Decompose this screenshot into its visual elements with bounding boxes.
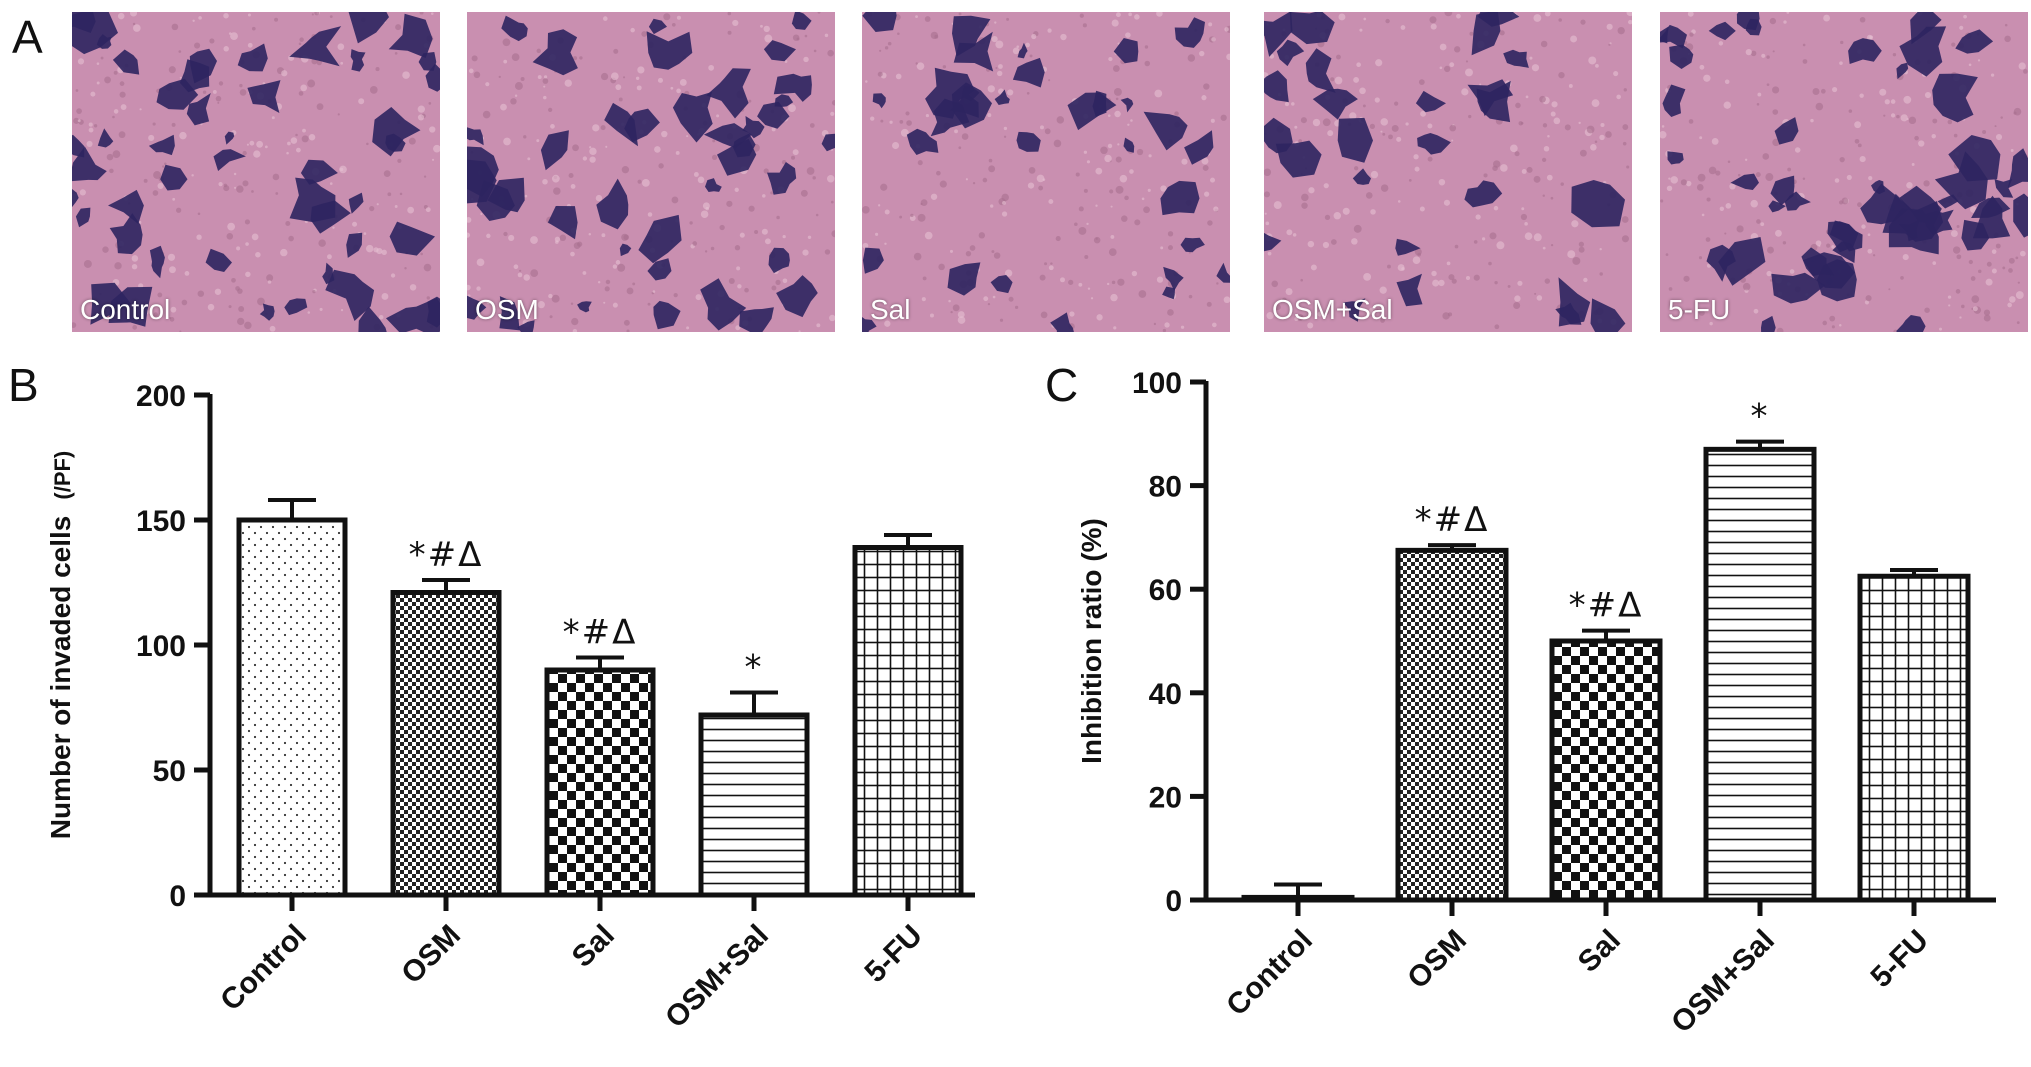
y-tick-label: 100 (1132, 367, 1182, 400)
micrograph-label: OSM (475, 294, 539, 325)
y-tick-label: 60 (1149, 574, 1182, 607)
y-axis-label-text: Inhibition ratio (%) (1076, 518, 1107, 764)
micrograph-control: Control (72, 12, 440, 332)
x-category-label: OSM (1401, 924, 1473, 996)
y-tick-label: 40 (1149, 678, 1182, 711)
bar (852, 545, 964, 898)
bar (1395, 547, 1509, 903)
x-category-label: Control (1220, 924, 1319, 1023)
x-category-label: OSM (395, 919, 467, 991)
y-tick-label: 0 (169, 880, 186, 913)
micrograph-label: 5-FU (1668, 294, 1731, 325)
micrograph-image (1264, 12, 1632, 332)
x-category-label: OSM+Sal (1665, 924, 1781, 1040)
bar (390, 590, 502, 898)
micrograph-label: OSM+Sal (1272, 294, 1393, 325)
bar (1241, 894, 1355, 903)
significance-label: *#Δ (1569, 586, 1644, 626)
panel-b-letter: B (8, 359, 39, 411)
y-tick-label: 50 (153, 755, 186, 788)
micrograph-label: Control (80, 294, 171, 325)
micrograph-sal: Sal (862, 12, 1230, 332)
y-axis-label: Inhibition ratio (%) (1076, 518, 1107, 764)
x-category-label: OSM+Sal (659, 919, 775, 1035)
micrograph-label: Sal (870, 294, 911, 325)
x-category-label: 5-FU (1864, 924, 1934, 994)
y-axis-unit: (/PF) (50, 451, 75, 500)
y-axis-label: Number of invaded cells (/PF) (45, 451, 76, 840)
x-category-label: 5-FU (858, 919, 928, 989)
bar (1549, 638, 1663, 903)
y-tick-label: 20 (1149, 781, 1182, 814)
panel-c-letter: C (1045, 359, 1079, 411)
significance-label: *#Δ (409, 535, 484, 575)
x-category-label: Control (214, 919, 313, 1018)
micrograph-image (72, 12, 440, 332)
significance-label: * (1751, 397, 1770, 437)
micrograph-osm-sal: OSM+Sal (1264, 12, 1632, 332)
bar (1703, 446, 1817, 903)
y-tick-label: 150 (136, 505, 186, 538)
y-tick-label: 200 (136, 380, 186, 413)
micrograph-5fu: 5-FU (1660, 12, 2028, 332)
x-category-label: Sal (1572, 924, 1627, 979)
bar (544, 667, 656, 898)
y-tick-label: 100 (136, 630, 186, 663)
y-tick-label: 80 (1149, 471, 1182, 504)
y-tick-label: 0 (1165, 885, 1182, 918)
micrograph-image (1660, 12, 2028, 332)
bar (236, 517, 348, 898)
bar (1857, 573, 1971, 903)
micrograph-osm: OSM (467, 12, 835, 332)
x-category-label: Sal (566, 919, 621, 974)
significance-label: *#Δ (1415, 500, 1490, 540)
bar (698, 712, 810, 898)
y-axis-label-text: Number of invaded cells (45, 516, 76, 840)
micrograph-image (467, 12, 835, 332)
invaded-cells-bar-chart: 0 50 100 150 200 Number of invaded cells (/PF)… (45, 380, 975, 1035)
panel-a-letter: A (12, 11, 43, 63)
significance-label: * (745, 648, 764, 688)
inhibition-ratio-bar-chart: 0 20 40 60 80 100 Inhibition ratio (%) Control *… (1076, 367, 1996, 1040)
micrograph-image (862, 12, 1230, 332)
significance-label: *#Δ (563, 613, 638, 653)
